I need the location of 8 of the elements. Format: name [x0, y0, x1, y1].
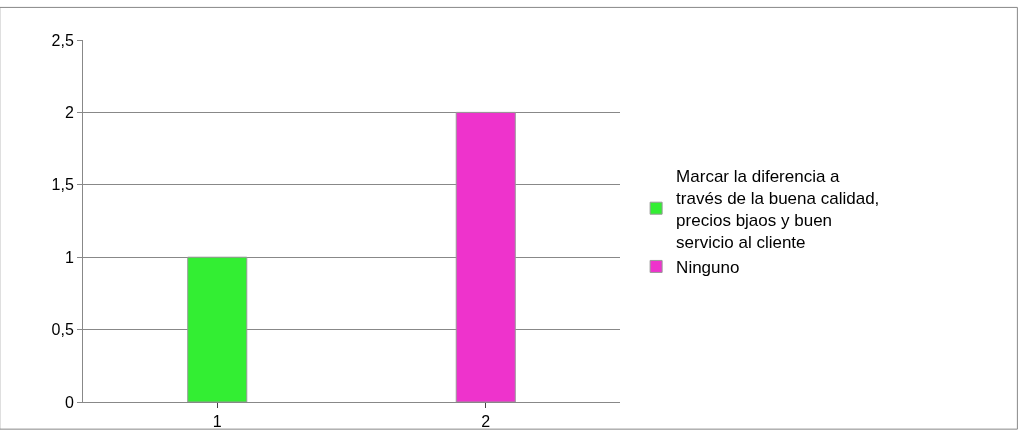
y-tick-label: 2	[64, 104, 74, 121]
legend-label: Ninguno	[676, 258, 740, 278]
y-tick-label: 0,5	[51, 321, 74, 339]
y-tick-label: 1,5	[51, 176, 74, 194]
y-tick-label: 2,5	[51, 31, 74, 49]
y-tick-label: 0	[64, 393, 74, 411]
y-tick-label: 1	[64, 248, 74, 266]
legend-label: Marcar la diferencia a través de la buena calidad, precios bjaos y buen servicio al cliente	[676, 166, 880, 252]
